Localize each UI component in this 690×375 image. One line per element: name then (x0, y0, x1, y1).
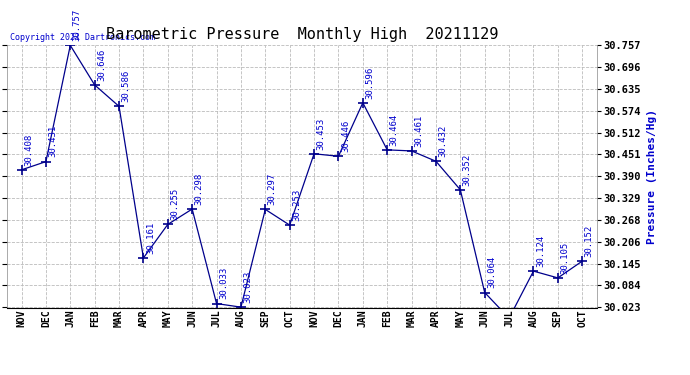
Text: 30.408: 30.408 (24, 134, 33, 166)
Text: 29.992: 29.992 (0, 374, 1, 375)
Text: 30.297: 30.297 (268, 173, 277, 205)
Text: 30.464: 30.464 (390, 114, 399, 146)
Text: 30.161: 30.161 (146, 222, 155, 254)
Text: 30.586: 30.586 (121, 70, 130, 102)
Text: Copyright 2021 Dartronics.com: Copyright 2021 Dartronics.com (10, 33, 155, 42)
Text: 30.105: 30.105 (560, 242, 569, 274)
Text: 30.646: 30.646 (97, 48, 106, 81)
Text: 30.431: 30.431 (48, 125, 57, 158)
Text: 30.064: 30.064 (487, 256, 496, 288)
Title: Barometric Pressure  Monthly High  20211129: Barometric Pressure Monthly High 2021112… (106, 27, 498, 42)
Text: 30.298: 30.298 (195, 172, 204, 205)
Text: 30.124: 30.124 (536, 235, 545, 267)
Text: 30.352: 30.352 (463, 153, 472, 186)
Text: 30.152: 30.152 (584, 225, 593, 257)
Text: 30.453: 30.453 (317, 117, 326, 150)
Text: 30.446: 30.446 (341, 120, 350, 152)
Text: 30.596: 30.596 (365, 66, 374, 99)
Text: 30.255: 30.255 (170, 188, 179, 220)
Text: 30.253: 30.253 (292, 189, 301, 221)
Text: 30.033: 30.033 (219, 267, 228, 299)
Text: 30.023: 30.023 (244, 271, 253, 303)
Text: 30.432: 30.432 (438, 125, 447, 157)
Text: 30.461: 30.461 (414, 114, 423, 147)
Y-axis label: Pressure (Inches/Hg): Pressure (Inches/Hg) (647, 109, 657, 244)
Text: 30.757: 30.757 (72, 9, 81, 41)
